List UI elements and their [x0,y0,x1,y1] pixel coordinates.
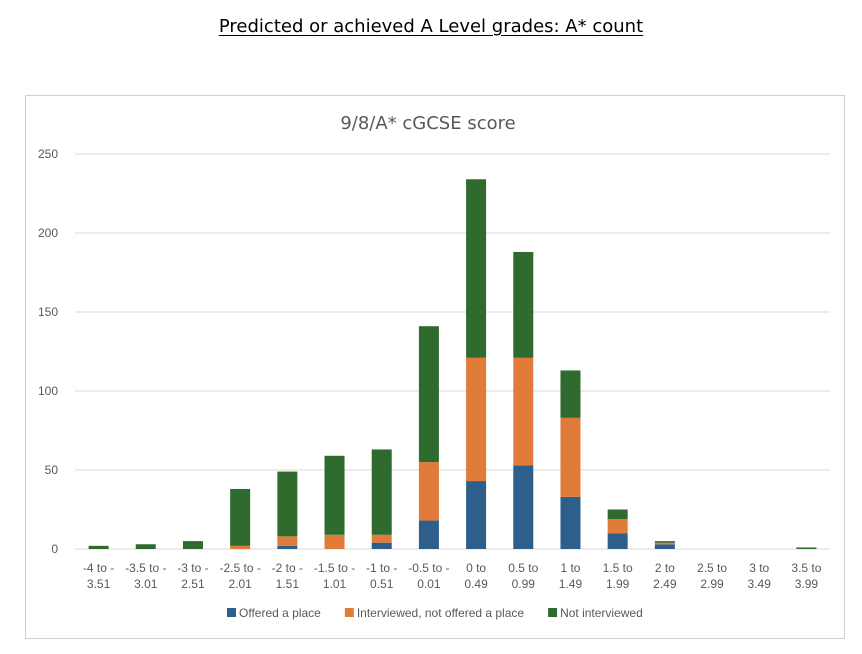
x-tick-label: 0.49 [464,577,488,591]
x-tick-label: -3.5 to - [125,561,166,575]
x-tick-label: 0.01 [417,577,441,591]
x-tick-label: 2 to [655,561,675,575]
x-tick-label: 0.51 [370,577,394,591]
x-tick-label: 1.5 to [603,561,633,575]
bar-segment [324,534,345,549]
x-tick-label: -1.5 to - [314,561,355,575]
bar-segment [418,520,439,549]
bar-segment [324,455,345,535]
stacked-bar-chart: 9/8/A* cGCSE score 0 50 100 150 200 250 -4 to… [38,113,830,620]
bar-segment [88,545,109,549]
legend-swatch [548,608,558,617]
y-tick-label: 0 [51,542,58,556]
bar-segment [466,357,487,482]
bar-segment [607,509,628,519]
x-tick-label: 3.5 to [791,561,821,575]
bar-segment [230,545,251,549]
bar-segment [513,251,534,358]
bar-segment [654,544,675,549]
bar-segment [560,496,581,549]
bar-segment [466,481,487,549]
bar-segment [418,462,439,521]
bar-segment [135,544,156,549]
chart-title: 9/8/A* cGCSE score [340,113,515,134]
bar-segment [654,541,675,543]
x-tick-label: 3 to [749,561,769,575]
x-axis-labels: -4 to - 3.51 -3.5 to - 3.01 -3 to - 2.51 -2.5 … [83,561,822,591]
x-tick-label: 1.01 [323,577,347,591]
bars [88,179,817,549]
x-tick-label: 3.51 [87,577,111,591]
bar-segment [560,370,581,418]
bar-segment [418,326,439,463]
bar-segment [371,534,392,543]
x-tick-label: -0.5 to - [408,561,449,575]
x-tick-label: 3.99 [795,577,819,591]
bar-segment [230,488,251,546]
bar-segment [371,449,392,535]
bar-segment [277,536,298,546]
x-tick-label: 2.5 to [697,561,727,575]
y-tick-label: 150 [38,305,58,319]
x-tick-label: -3 to - [177,561,208,575]
x-tick-label: 2.99 [700,577,724,591]
x-tick-label: 1.99 [606,577,630,591]
x-tick-label: 2.49 [653,577,677,591]
bar-segment [560,417,581,497]
gridlines [75,153,830,550]
x-tick-label: 1.49 [559,577,583,591]
x-tick-label: 3.49 [748,577,772,591]
bar-segment [466,179,487,358]
x-tick-label: 2.01 [228,577,252,591]
bar-segment [796,547,817,549]
x-tick-label: -2.5 to - [219,561,260,575]
x-tick-label: 2.51 [181,577,205,591]
bar-segment [607,533,628,549]
x-tick-label: -1 to - [366,561,397,575]
legend: Offered a place Interviewed, not offered … [227,606,643,620]
legend-label: Not interviewed [560,606,643,620]
y-axis-labels: 0 50 100 150 200 250 [38,147,58,556]
x-tick-label: -2 to - [272,561,303,575]
y-tick-label: 250 [38,147,58,161]
legend-swatch [227,608,236,617]
x-tick-label: -4 to - [83,561,114,575]
legend-swatch [344,608,354,617]
x-tick-label: 1.51 [276,577,300,591]
bar-segment [277,545,298,549]
y-tick-label: 200 [38,226,58,240]
y-tick-label: 50 [45,463,59,477]
bar-segment [277,471,298,537]
x-tick-label: 3.01 [134,577,158,591]
bar-segment [182,541,203,549]
bar-segment [371,542,392,549]
legend-label: Interviewed, not offered a place [357,606,525,620]
legend-label: Offered a place [239,606,321,620]
y-tick-label: 100 [38,384,58,398]
x-tick-label: 0 to [466,561,486,575]
x-tick-label: 0.99 [512,577,536,591]
x-tick-label: 1 to [560,561,580,575]
bar-segment [607,518,628,534]
bar-segment [513,357,534,466]
bar-segment [654,542,675,545]
x-tick-label: 0.5 to [508,561,538,575]
page-heading: Predicted or achieved A Level grades: A*… [218,16,644,37]
bar-segment [513,465,534,549]
